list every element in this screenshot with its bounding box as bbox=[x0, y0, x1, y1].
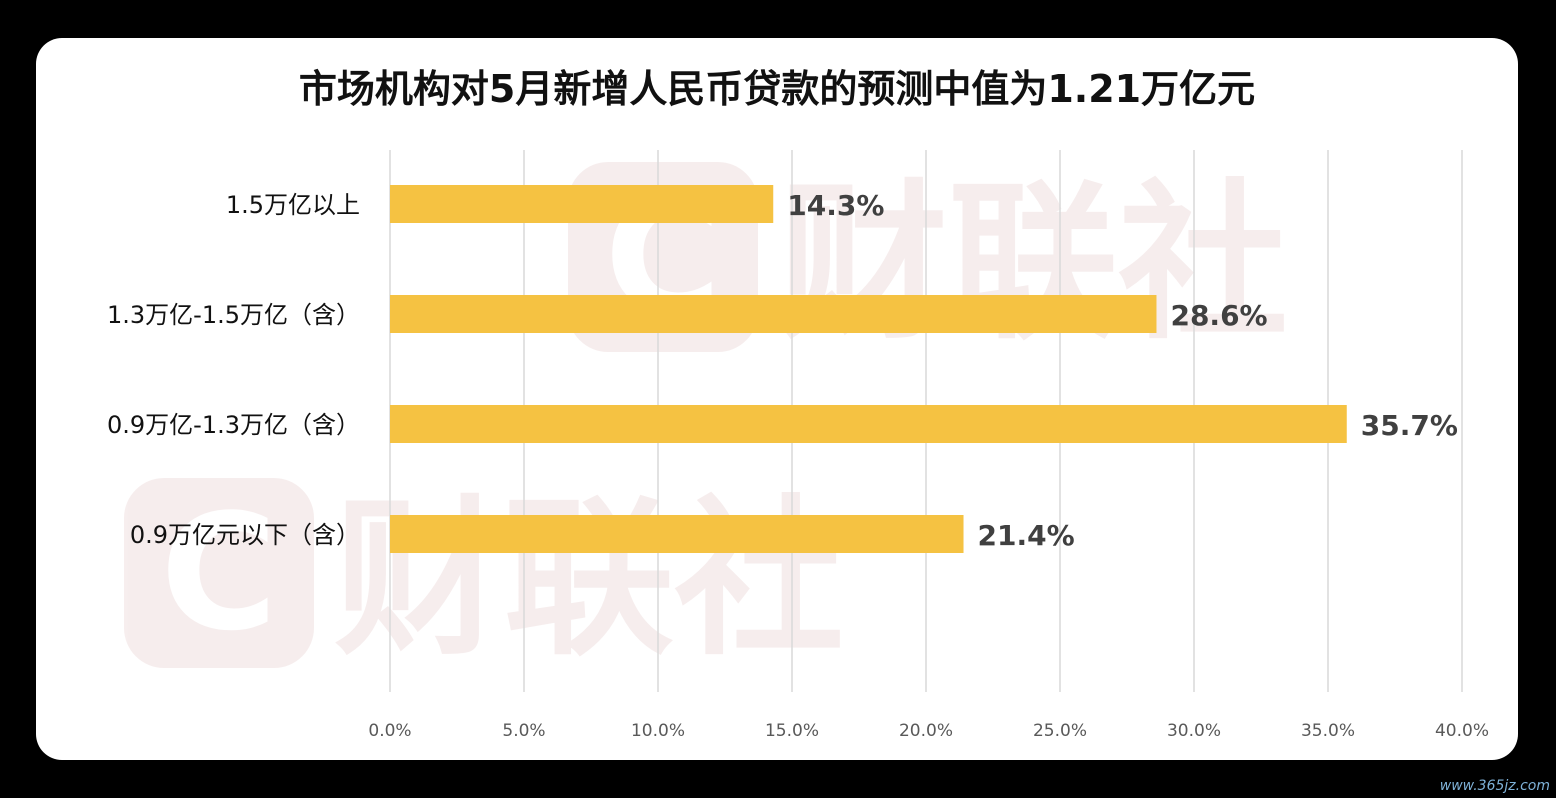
category-labels: 1.5万亿以上 1.3万亿-1.5万亿（含） 0.9万亿-1.3万亿（含） 0.9万亿… bbox=[107, 191, 360, 549]
watermark-logo-box bbox=[124, 478, 314, 668]
bar bbox=[390, 185, 774, 223]
bar bbox=[390, 295, 1157, 333]
x-tick-label: 40.0% bbox=[1435, 721, 1489, 741]
brand-watermark: C 财联社 bbox=[124, 478, 844, 679]
category-label: 1.3万亿-1.5万亿（含） bbox=[107, 301, 360, 329]
x-tick-label: 5.0% bbox=[502, 721, 545, 741]
x-tick-label: 20.0% bbox=[899, 721, 953, 741]
x-tick-label: 15.0% bbox=[765, 721, 819, 741]
category-label: 0.9万亿元以下（含） bbox=[130, 521, 360, 549]
site-watermark: www.365jz.com bbox=[1439, 778, 1550, 794]
data-label: 28.6% bbox=[1170, 299, 1267, 332]
watermark-logo-letter: C bbox=[160, 479, 277, 666]
bar bbox=[390, 515, 964, 553]
x-tick-label: 30.0% bbox=[1167, 721, 1221, 741]
category-label: 0.9万亿-1.3万亿（含） bbox=[107, 411, 360, 439]
x-tick-label: 25.0% bbox=[1033, 721, 1087, 741]
x-tick-label: 0.0% bbox=[368, 721, 411, 741]
x-tick-label: 10.0% bbox=[631, 721, 685, 741]
bars bbox=[390, 185, 1347, 553]
data-label: 21.4% bbox=[978, 519, 1075, 552]
data-label: 14.3% bbox=[787, 189, 884, 222]
x-tick-labels: 0.0% 5.0% 10.0% 15.0% 20.0% 25.0% 30.0% 35.0% 40… bbox=[368, 721, 1489, 741]
x-tick-label: 35.0% bbox=[1301, 721, 1355, 741]
data-label: 35.7% bbox=[1361, 409, 1458, 442]
chart-title: 市场机构对5月新增人民币贷款的预测中值为1.21万亿元 bbox=[298, 67, 1256, 111]
bar bbox=[390, 405, 1347, 443]
value-labels: 14.3% 28.6% 35.7% 21.4% bbox=[787, 189, 1458, 552]
watermark-brand-text: 财联社 bbox=[334, 481, 844, 679]
category-label: 1.5万亿以上 bbox=[226, 191, 360, 219]
